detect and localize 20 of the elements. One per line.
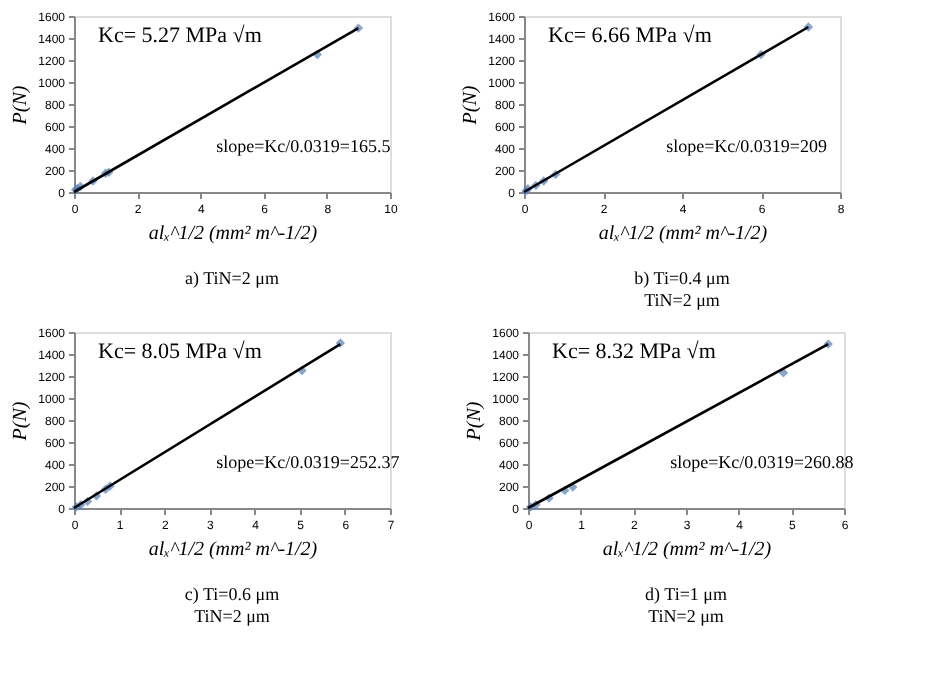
annotation: Kc= 8.05 MPa √m [98,340,263,364]
y-axis-title: P(N) [464,400,487,443]
text: d) Ti=1 μm TiN=2 μm [645,584,727,626]
annotation: slope=Kc/0.0319=165.5 [216,136,392,157]
annotation: slope=Kc/0.0319=260.88 [670,452,855,473]
y-axis-title: P(N) [460,84,483,127]
text: a) TiN=2 μm [185,268,279,288]
y-axis-title: P(N) [10,84,33,127]
x-axis-title: alₓ^1/2 (mm² m^-1/2) [598,223,769,245]
x-axis-title: alₓ^1/2 (mm² m^-1/2) [148,223,319,245]
text: b) Ti=0.4 μm TiN=2 μm [634,268,730,310]
text: c) Ti=0.6 μm TiN=2 μm [184,584,280,626]
x-axis-title: alₓ^1/2 (mm² m^-1/2) [602,539,773,561]
y-axis-title: P(N) [10,400,33,443]
annotation: Kc= 8.32 MPa √m [552,340,717,364]
annotation: slope=Kc/0.0319=252.37 [216,452,401,473]
annotation: Kc= 5.27 MPa √m [98,24,263,48]
annotation: Kc= 6.66 MPa √m [548,24,713,48]
x-axis-title: alₓ^1/2 (mm² m^-1/2) [148,539,319,561]
annotation: slope=Kc/0.0319=209 [666,136,828,157]
